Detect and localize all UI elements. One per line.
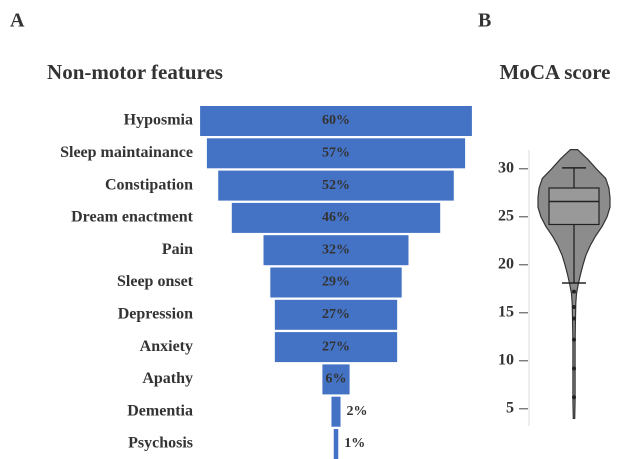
y-tick-label: 20 <box>498 255 514 272</box>
value-label: 57% <box>322 146 350 161</box>
value-label: 2% <box>347 404 368 419</box>
chart-title: Non-motor features <box>47 60 223 84</box>
bar <box>231 202 441 233</box>
bar <box>331 396 341 427</box>
bar <box>218 170 454 201</box>
value-label: 27% <box>322 307 350 322</box>
bar <box>270 267 402 298</box>
bar <box>263 235 409 266</box>
category-label: Hyposmia <box>124 112 193 129</box>
category-label: Pain <box>162 241 193 258</box>
category-label: Sleep onset <box>117 273 194 290</box>
y-tick-label: 30 <box>498 159 514 176</box>
bar <box>200 106 472 136</box>
outlier <box>572 316 576 321</box>
category-label: Sleep maintainance <box>60 144 193 161</box>
y-tick-label: 5 <box>506 399 514 416</box>
outlier <box>572 337 576 342</box>
bar <box>274 299 398 330</box>
value-label: 52% <box>322 178 350 193</box>
chart-title: MoCA score <box>500 60 611 84</box>
category-label: Constipation <box>105 176 193 193</box>
category-label: Anxiety <box>140 338 193 355</box>
panel-label: A <box>10 10 25 32</box>
category-label: Dementia <box>127 402 193 419</box>
value-label: 6% <box>326 372 347 387</box>
value-label: 29% <box>322 275 350 290</box>
outlier <box>572 305 576 310</box>
category-label: Psychosis <box>128 435 193 452</box>
bar <box>322 364 350 395</box>
category-label: Depression <box>118 305 193 322</box>
value-label: 27% <box>322 339 350 354</box>
bar <box>333 429 339 459</box>
outlier <box>572 395 576 400</box>
value-label: 60% <box>322 113 350 128</box>
category-label: Dream enactment <box>71 209 194 226</box>
y-tick-label: 15 <box>498 303 514 320</box>
bar <box>206 138 466 169</box>
value-label: 1% <box>344 436 365 451</box>
y-tick-label: 25 <box>498 207 514 224</box>
y-tick-label: 10 <box>498 351 514 368</box>
outlier <box>572 366 576 371</box>
panel-label: B <box>478 10 491 32</box>
box <box>548 187 600 226</box>
value-label: 32% <box>322 242 350 257</box>
value-label: 46% <box>322 210 350 225</box>
category-label: Apathy <box>142 370 193 387</box>
outlier <box>572 289 576 294</box>
bar <box>274 332 398 363</box>
